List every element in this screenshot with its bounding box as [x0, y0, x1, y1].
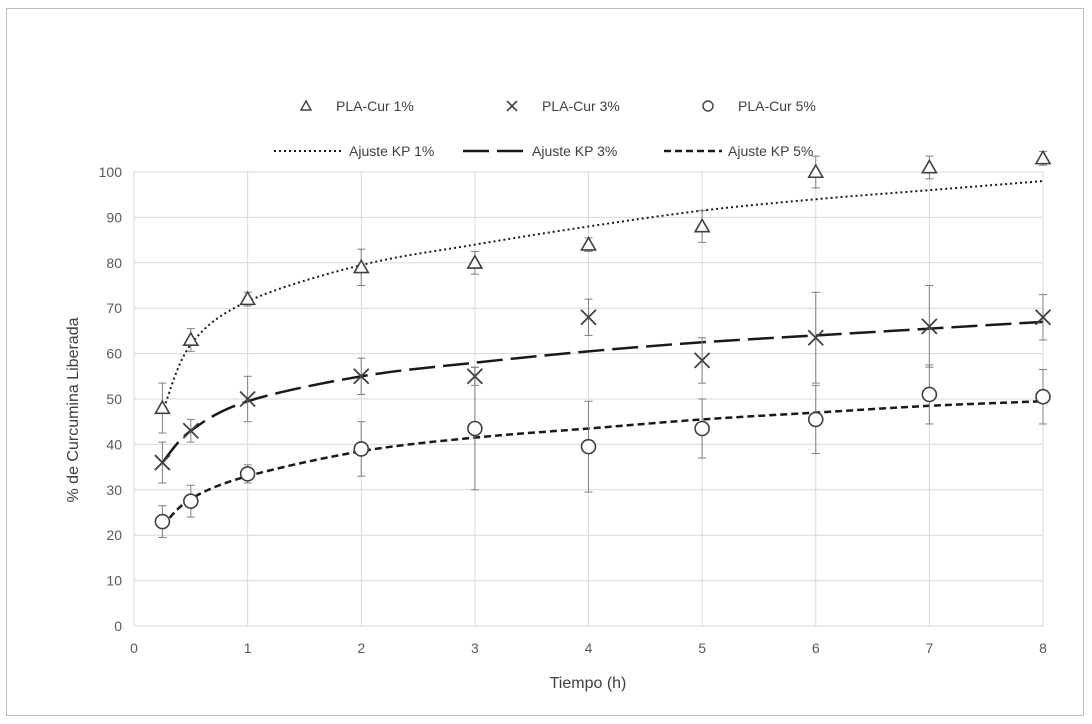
fit-line-1: [161, 180, 1044, 414]
data-point-series-2: [580, 309, 597, 326]
data-point-series-2: [921, 318, 938, 335]
x-tick-label: 5: [698, 640, 706, 656]
y-tick-label: 10: [106, 573, 122, 589]
data-point-series-1: [693, 217, 711, 233]
legend-item-1: PLA-Cur 1%: [299, 98, 414, 114]
legend-fit-1: Ajuste KP 1%: [274, 143, 434, 159]
x-tick-label: 8: [1039, 640, 1047, 656]
data-point-series-3: [580, 438, 597, 455]
y-tick-label: 20: [106, 527, 122, 543]
data-point-series-2: [239, 390, 256, 408]
axes: 0 10 20 30 40 50 60 70 80 90 100 0 1 2 3 4 5 6 7 8: [99, 164, 1047, 656]
fit-lines: [161, 180, 1044, 528]
data-point-series-1: [182, 331, 200, 347]
data-point-series-3: [1035, 388, 1051, 405]
y-tick-label: 70: [106, 300, 122, 316]
data-point-series-1: [920, 158, 938, 174]
data-point-series-3: [183, 493, 199, 509]
legend-label: Ajuste KP 3%: [532, 143, 617, 159]
fit-line-2: [161, 320, 1044, 464]
data-point-series-2: [353, 368, 370, 385]
data-point-series-1: [466, 254, 484, 269]
x-tick-label: 1: [244, 640, 252, 656]
legend-label: Ajuste KP 1%: [349, 143, 434, 159]
data-point-series-1: [239, 290, 257, 306]
legend-item-2: PLA-Cur 3%: [506, 98, 620, 114]
legend-item-3: PLA-Cur 5%: [702, 98, 816, 114]
data-point-series-3: [239, 466, 256, 482]
y-tick-label: 100: [99, 164, 123, 180]
y-tick-label: 90: [106, 209, 122, 225]
y-axis-title: % de Curcumina Liberada: [65, 317, 82, 502]
data-markers: [154, 149, 1052, 530]
data-point-series-1: [580, 236, 597, 251]
data-point-series-3: [921, 386, 938, 403]
x-tick-label: 2: [357, 640, 365, 656]
x-tick-label: 4: [585, 640, 593, 656]
legend-fit-2: Ajuste KP 3%: [463, 143, 617, 159]
legend-fit-3: Ajuste KP 5%: [664, 143, 813, 159]
data-point-series-2: [1034, 309, 1052, 326]
x-tick-label: 3: [471, 640, 479, 656]
legend-label: PLA-Cur 1%: [336, 98, 414, 114]
data-point-series-2: [693, 352, 711, 369]
data-point-series-2: [807, 329, 824, 346]
data-point-series-1: [154, 399, 171, 415]
data-point-series-2: [466, 368, 484, 385]
legend-label: PLA-Cur 5%: [738, 98, 816, 114]
y-tick-label: 60: [106, 346, 122, 362]
y-tick-label: 50: [106, 391, 122, 407]
data-point-series-3: [154, 513, 171, 530]
data-point-series-3: [694, 420, 710, 437]
data-point-series-3: [353, 441, 370, 457]
x-axis-title: Tiempo (h): [550, 675, 627, 692]
error-bars: [158, 151, 1047, 538]
legend: PLA-Cur 1% PLA-Cur 3% PLA-Cur 5% Ajuste KP …: [274, 98, 816, 159]
x-tick-label: 7: [925, 640, 933, 656]
data-point-series-3: [467, 420, 483, 437]
fit-line-3: [161, 400, 1044, 528]
legend-label: PLA-Cur 3%: [542, 98, 620, 114]
data-point-series-3: [807, 411, 824, 428]
data-point-series-1: [807, 163, 825, 179]
y-tick-label: 80: [106, 255, 122, 271]
y-tick-label: 40: [106, 436, 122, 452]
y-tick-label: 0: [114, 618, 122, 634]
data-point-series-1: [352, 258, 370, 274]
legend-label: Ajuste KP 5%: [728, 143, 813, 159]
y-tick-label: 30: [106, 482, 122, 498]
data-point-series-2: [182, 422, 199, 439]
x-tick-label: 0: [130, 640, 138, 656]
x-tick-label: 6: [812, 640, 820, 656]
chart-frame: [6, 8, 1084, 716]
data-point-series-2: [154, 454, 171, 471]
data-point-series-1: [1034, 149, 1052, 165]
